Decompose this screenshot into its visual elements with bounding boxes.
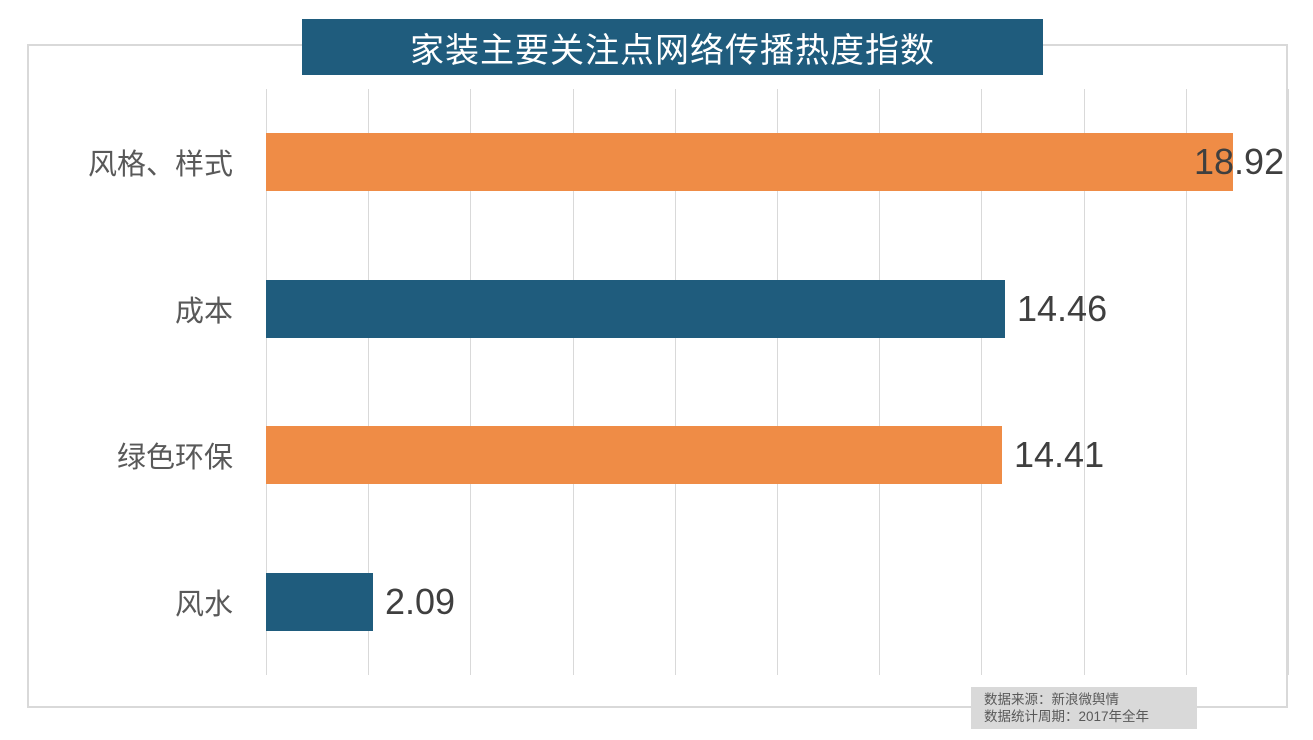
category-label-2: 绿色环保 (116, 442, 233, 475)
value-label-2: 14.41 (1014, 434, 1105, 476)
category-label-3: 风水 (174, 588, 233, 621)
value-label-1: 14.46 (1017, 287, 1108, 329)
plot-area: 18.92 14.46 14.41 2.09 (266, 89, 1289, 675)
bar-1 (266, 279, 1005, 338)
bar-3 (266, 572, 373, 631)
value-label-0: 18.92 (1194, 141, 1285, 183)
value-label-3: 2.09 (385, 580, 456, 622)
gridline (981, 89, 982, 675)
gridline (1288, 89, 1289, 675)
bar-2 (266, 426, 1002, 485)
bar-0 (266, 133, 1233, 192)
source-note-line2: 数据统计周期：2017年全年 (984, 709, 1150, 724)
gridline (1084, 89, 1085, 675)
gridline (573, 89, 574, 675)
chart-title: 家装主要关注点网络传播热度指数 (410, 31, 935, 70)
source-note-box: 数据来源：新浪微舆情 数据统计周期：2017年全年 (971, 687, 1197, 729)
chart-title-banner: 家装主要关注点网络传播热度指数 (302, 19, 1043, 75)
gridline (675, 89, 676, 675)
gridline (777, 89, 778, 675)
gridline (266, 89, 267, 675)
gridline (879, 89, 880, 675)
gridline (368, 89, 369, 675)
source-note-line1: 数据来源：新浪微舆情 (984, 692, 1119, 707)
gridline (1186, 89, 1187, 675)
category-label-0: 风格、样式 (87, 149, 233, 182)
category-label-1: 成本 (174, 295, 233, 328)
gridline (470, 89, 471, 675)
